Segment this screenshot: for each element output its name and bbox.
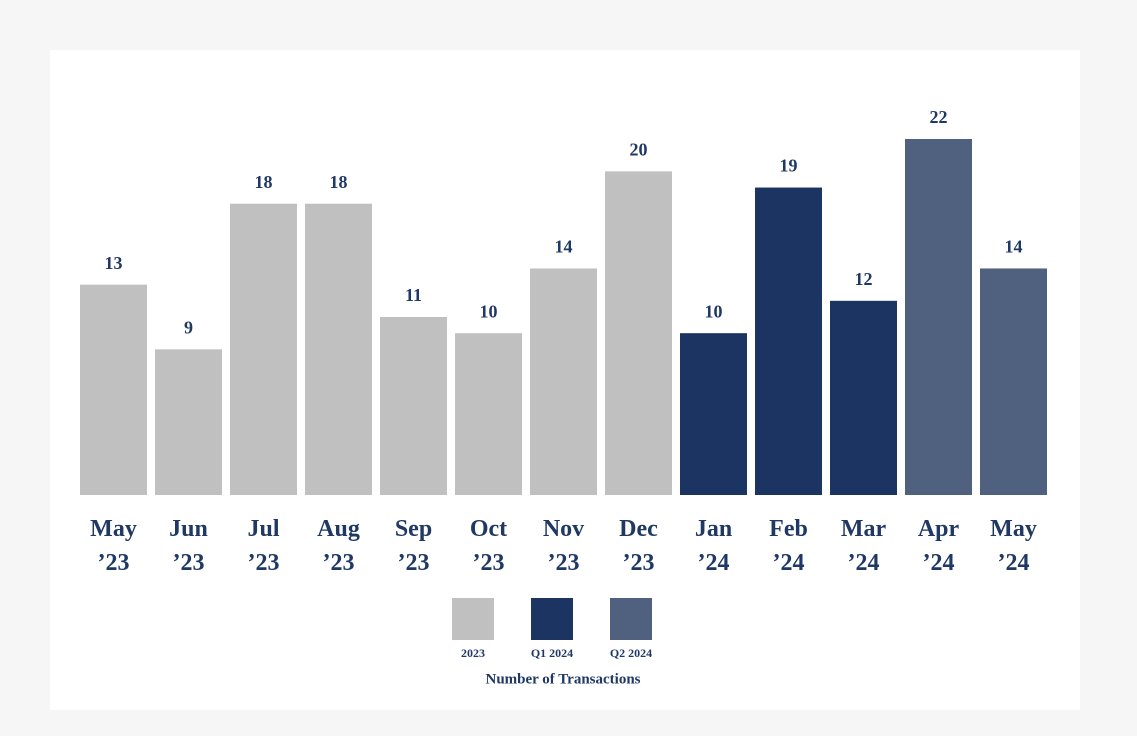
value-label: 10: [705, 301, 723, 321]
value-label: 22: [930, 107, 948, 127]
value-label: 18: [330, 172, 348, 192]
x-tick-label: May ’23: [90, 516, 137, 576]
x-tick-label: Apr ’24: [918, 516, 960, 576]
bar: [905, 139, 972, 495]
x-tick-label: Oct ’23: [470, 516, 507, 576]
bar: [680, 333, 747, 495]
x-tick-label: Mar ’24: [841, 516, 887, 576]
bar: [305, 203, 372, 495]
bar: [80, 284, 147, 495]
legend-title: Number of Transactions: [485, 671, 640, 687]
value-label: 20: [630, 139, 648, 159]
value-label: 19: [780, 156, 798, 176]
value-label: 14: [1005, 237, 1023, 257]
x-tick-label: Jun ’23: [169, 516, 208, 576]
bar: [530, 268, 597, 495]
value-label: 14: [555, 237, 573, 257]
x-tick-label: Aug ’23: [317, 516, 360, 576]
legend-label: 2023: [461, 646, 485, 660]
value-label: 13: [105, 253, 123, 273]
bar: [155, 349, 222, 495]
bar: [830, 300, 897, 495]
legend-label: Q2 2024: [610, 646, 652, 660]
value-label: 12: [855, 269, 873, 289]
x-tick-label: Jul ’23: [247, 516, 279, 576]
x-tick-label: Nov ’23: [543, 516, 584, 576]
value-label: 10: [480, 301, 498, 321]
bar: [380, 317, 447, 495]
legend-label: Q1 2024: [531, 646, 573, 660]
bar: [605, 171, 672, 495]
bar: [980, 268, 1047, 495]
value-label: 18: [255, 172, 273, 192]
x-tick-label: May ’24: [990, 516, 1037, 576]
x-tick-label: Jan ’24: [695, 516, 732, 576]
x-tick-label: Sep ’23: [395, 516, 432, 576]
legend-swatch: [610, 598, 652, 640]
legend-swatch: [531, 598, 573, 640]
legend-swatch: [452, 598, 494, 640]
bar: [455, 333, 522, 495]
x-tick-label: Feb ’24: [769, 516, 808, 576]
bar: [755, 187, 822, 495]
bar: [230, 203, 297, 495]
value-label: 11: [405, 285, 422, 305]
value-label: 9: [184, 317, 193, 337]
x-tick-label: Dec ’23: [619, 516, 658, 576]
